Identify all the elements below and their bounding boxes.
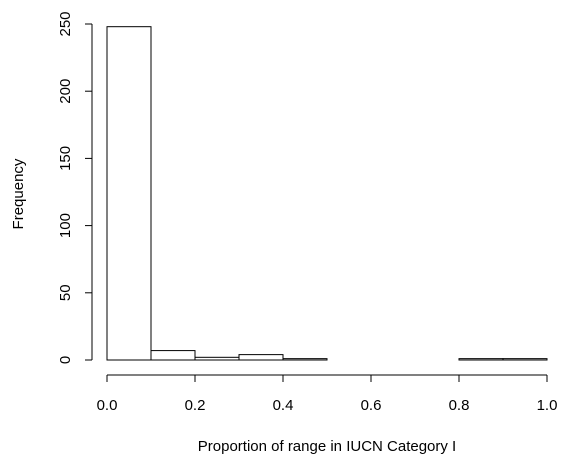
- histogram-bar-4: [282, 358, 328, 361]
- x-tick-label-0: 0.0: [97, 397, 118, 414]
- x-tick-label-3: 0.6: [361, 397, 382, 414]
- x-axis-title: Proportion of range in IUCN Category I: [198, 438, 456, 455]
- histogram-bar-2: [194, 356, 240, 361]
- histogram-bar-1: [150, 350, 196, 361]
- histogram-bar-9: [502, 358, 548, 361]
- histogram-bar-8: [458, 358, 504, 361]
- y-tick-label-2: 100: [57, 213, 74, 238]
- histogram-bar-3: [238, 354, 284, 361]
- histogram-bar-0: [106, 26, 152, 361]
- y-tick-label-3: 150: [57, 146, 74, 171]
- x-tick-label-5: 1.0: [537, 397, 558, 414]
- x-axis: 0.0 0.2 0.4 0.6 0.8 1.0: [97, 374, 558, 414]
- y-tick-label-4: 200: [57, 79, 74, 104]
- y-tick-label-0: 0: [57, 356, 74, 364]
- y-axis-title: Frequency: [10, 158, 27, 229]
- y-tick-label-1: 50: [57, 284, 74, 301]
- x-tick-label-4: 0.8: [449, 397, 470, 414]
- y-axis: 0 50 100 150 200 250: [57, 11, 93, 364]
- x-tick-label-2: 0.4: [273, 397, 294, 414]
- y-tick-label-5: 250: [57, 11, 74, 36]
- histogram-bars: [106, 26, 548, 361]
- x-tick-label-1: 0.2: [185, 397, 206, 414]
